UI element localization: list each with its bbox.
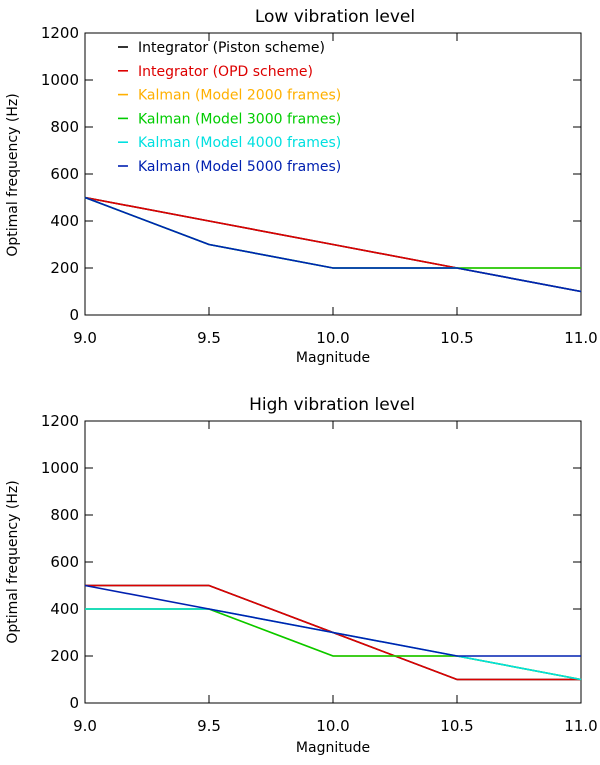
- y-tick-label: 1000: [41, 71, 79, 89]
- x-axis-ticks: 9.0 9.5 10.0 10.5 11.0: [73, 421, 598, 735]
- chart-panel-high-vibration: High vibration level 0 200 400 600 800 1000 12…: [5, 395, 598, 756]
- chart-title: Low vibration level: [255, 7, 415, 27]
- x-tick-label: 10.0: [316, 717, 349, 735]
- legend-entry: Kalman (Model 3000 frames): [138, 111, 341, 127]
- x-tick-label: 9.5: [197, 329, 221, 347]
- y-tick-label: 400: [50, 600, 79, 618]
- x-tick-label: 10.5: [440, 717, 473, 735]
- chart-panel-low-vibration: Low vibration level 0 200 400 600 800 1000 120…: [5, 7, 598, 366]
- legend: Integrator (Piston scheme) Integrator (OP…: [118, 40, 341, 175]
- x-tick-label: 10.0: [316, 329, 349, 347]
- y-tick-label: 800: [50, 506, 79, 524]
- plot-frame: [84, 420, 582, 704]
- y-tick-label: 800: [50, 118, 79, 136]
- legend-entry: Kalman (Model 5000 frames): [138, 159, 341, 175]
- x-axis-label: Magnitude: [296, 740, 370, 756]
- y-tick-label: 200: [50, 647, 79, 665]
- legend-entry: Kalman (Model 4000 frames): [138, 135, 341, 151]
- y-tick-label: 400: [50, 212, 79, 230]
- legend-entry: Integrator (Piston scheme): [138, 40, 325, 56]
- series-line-kalman-model-5000-frames: [84, 584, 581, 657]
- x-tick-label: 11.0: [564, 717, 597, 735]
- series-line-kalman-model-2000-frames: [84, 196, 581, 269]
- series-layer: [84, 196, 582, 293]
- chart-title: High vibration level: [249, 395, 415, 415]
- x-axis-ticks: 9.0 9.5 10.0 10.5 11.0: [73, 33, 598, 347]
- y-tick-label: 1000: [41, 459, 79, 477]
- legend-entry: Kalman (Model 2000 frames): [138, 88, 341, 104]
- series-layer: [84, 584, 582, 681]
- x-tick-label: 9.0: [73, 717, 97, 735]
- y-tick-label: 1200: [41, 412, 79, 430]
- y-tick-label: 0: [69, 306, 79, 324]
- series-line-kalman-model-3000-frames: [84, 196, 581, 269]
- x-tick-label: 10.5: [440, 329, 473, 347]
- y-axis-label: Optimal frequency (Hz): [5, 480, 21, 643]
- legend-entry: Integrator (OPD scheme): [138, 64, 313, 80]
- y-tick-label: 600: [50, 553, 79, 571]
- y-axis-ticks: 0 200 400 600 800 1000 1200: [41, 24, 581, 324]
- series-line-kalman-model-4000-frames: [85, 608, 582, 681]
- x-tick-label: 11.0: [564, 329, 597, 347]
- series-line-kalman-model-5000-frames: [84, 196, 582, 293]
- y-tick-label: 1200: [41, 24, 79, 42]
- y-tick-label: 0: [69, 694, 79, 712]
- y-axis-label: Optimal frequency (Hz): [5, 93, 21, 256]
- x-tick-label: 9.0: [73, 329, 97, 347]
- y-tick-label: 200: [50, 259, 79, 277]
- x-tick-label: 9.5: [197, 717, 221, 735]
- y-axis-ticks: 0 200 400 600 800 1000 1200: [41, 412, 581, 712]
- y-tick-label: 600: [50, 165, 79, 183]
- x-axis-label: Magnitude: [296, 350, 370, 366]
- series-line-kalman-model-2000-frames: [85, 608, 582, 681]
- series-line-kalman-model-3000-frames: [85, 608, 582, 681]
